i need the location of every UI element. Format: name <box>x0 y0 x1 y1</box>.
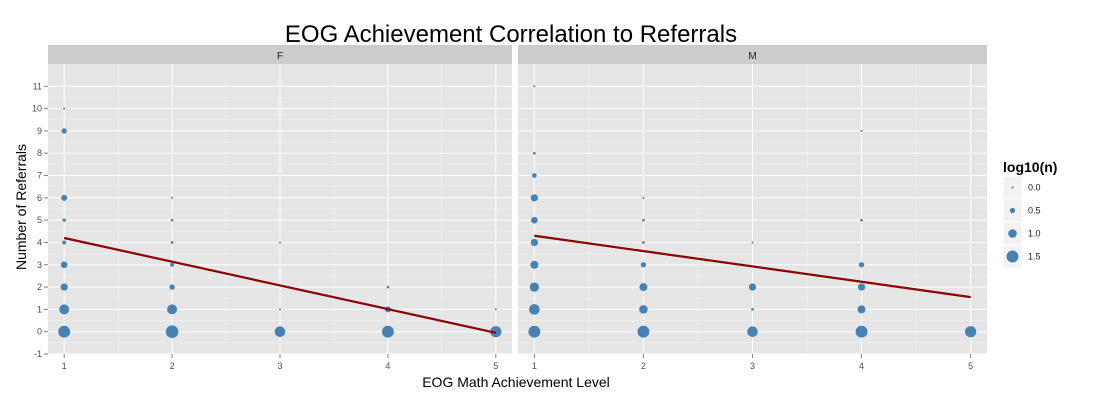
data-point <box>60 283 68 291</box>
data-point <box>274 326 286 337</box>
data-point <box>855 325 868 338</box>
data-point <box>860 129 863 132</box>
data-point <box>533 151 536 155</box>
x-tick-label: 1 <box>532 361 537 371</box>
data-point <box>751 308 754 311</box>
trend-line <box>63 236 497 334</box>
data-point <box>640 262 647 268</box>
data-point <box>857 305 866 314</box>
y-tick-label: 0 <box>37 327 42 337</box>
data-point <box>494 308 497 311</box>
y-tick-label: 3 <box>37 260 42 270</box>
data-point <box>857 283 866 291</box>
x-tick-label: 3 <box>750 361 755 371</box>
data-point <box>167 304 178 315</box>
y-tick-label: 9 <box>37 126 42 136</box>
y-tick-label: 8 <box>37 148 42 158</box>
data-point <box>63 107 66 110</box>
data-point <box>170 218 174 222</box>
y-tick-label: 2 <box>37 282 42 292</box>
data-point <box>169 284 175 290</box>
y-tick-label: -1 <box>34 349 42 359</box>
data-point <box>529 282 539 292</box>
facet-panel-M: M 1 2 3 4 5 <box>518 45 987 371</box>
y-tick-label: 11 <box>33 81 42 91</box>
y-tick-label: 5 <box>37 215 42 225</box>
data-point <box>533 85 536 88</box>
data-point <box>747 326 758 337</box>
legend-label: 0.0 <box>1028 183 1041 193</box>
data-point <box>170 262 175 267</box>
data-point <box>58 325 71 338</box>
legend-title: log10(n) <box>1003 159 1057 175</box>
data-point <box>60 261 68 269</box>
data-point <box>386 285 390 289</box>
data-point <box>279 241 281 244</box>
data-point <box>532 173 537 178</box>
x-tick-label: 2 <box>641 361 646 371</box>
facet-strip <box>518 45 987 64</box>
data-point <box>965 326 977 338</box>
y-tick-label: 4 <box>37 237 42 247</box>
data-point <box>279 308 281 311</box>
data-point <box>62 240 67 245</box>
data-point <box>530 194 539 202</box>
data-point <box>59 304 70 315</box>
y-tick-label: 10 <box>32 104 42 114</box>
legend-key-point <box>1006 250 1019 263</box>
data-point <box>61 194 68 201</box>
x-tick-label: 5 <box>968 361 973 371</box>
legend-key-point <box>1011 186 1014 189</box>
legend: log10(n) 0.0 0.5 1.0 1.5 <box>1002 159 1057 269</box>
data-point <box>529 304 540 315</box>
x-tick-label: 5 <box>493 361 498 371</box>
data-point <box>639 305 648 314</box>
x-tick-label: 4 <box>385 361 390 371</box>
x-tick-label: 1 <box>62 361 67 371</box>
data-point <box>61 128 67 134</box>
data-point <box>642 241 645 244</box>
data-point <box>639 283 648 292</box>
data-point <box>860 218 863 222</box>
data-point <box>642 218 645 222</box>
data-point <box>62 218 66 222</box>
x-tick-label: 4 <box>859 361 864 371</box>
y-tick-label: 6 <box>37 193 42 203</box>
x-tick-label: 3 <box>277 361 282 371</box>
data-point <box>637 325 650 338</box>
legend-label: 1.5 <box>1028 252 1041 262</box>
x-axis-title: EOG Math Achievement Level <box>422 374 610 390</box>
legend-key-point <box>1009 207 1016 214</box>
data-point <box>528 325 541 338</box>
data-point <box>748 283 757 291</box>
data-point <box>530 260 539 269</box>
data-point <box>858 262 865 268</box>
data-point <box>165 325 179 338</box>
x-tick-label: 2 <box>170 361 175 371</box>
data-point <box>381 325 394 338</box>
data-point <box>170 241 174 244</box>
legend-label: 1.0 <box>1028 229 1041 239</box>
data-point <box>531 216 538 224</box>
data-point <box>751 241 754 244</box>
legend-key-point <box>1008 229 1017 238</box>
y-tick-label: 1 <box>37 304 42 314</box>
data-point <box>642 196 645 199</box>
facet-strip <box>48 45 512 64</box>
facets-layer: F 1 2 3 4 5 -1 0 1 2 3 4 5 6 7 8 9 10 11 M 1 2 3 4 5 <box>32 45 987 371</box>
trend-line <box>534 234 971 299</box>
legend-label: 0.5 <box>1028 206 1041 216</box>
facet-strip-label: M <box>748 51 756 62</box>
chart-title: EOG Achievement Correlation to Referrals <box>285 21 737 48</box>
data-point <box>171 196 174 199</box>
facet-panel-F: F 1 2 3 4 5 -1 0 1 2 3 4 5 6 7 8 9 10 11 <box>32 45 512 371</box>
y-axis-title: Number of Referrals <box>13 144 29 270</box>
data-point <box>530 238 539 247</box>
y-tick-label: 7 <box>37 171 42 181</box>
facet-strip-label: F <box>277 51 283 62</box>
